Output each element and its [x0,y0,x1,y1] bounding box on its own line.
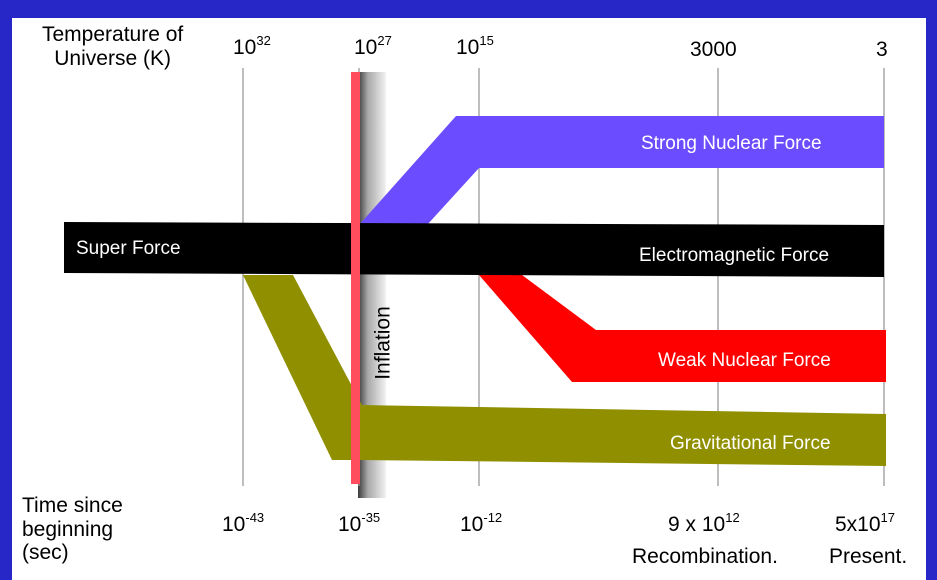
present-label: Present. [829,545,908,568]
super-force-label: Super Force [76,238,181,259]
time-axis-label: Time since beginning (sec) [22,494,123,565]
time-tick: 9 x 1012 [668,510,740,536]
time-tick: 10-12 [460,510,503,536]
time-tick: 10-35 [338,510,381,536]
inflation-line [351,72,360,484]
time-tick: 5x1017 [835,510,896,536]
weak-nuclear-force-band [479,275,886,382]
temperature-tick: 1032 [233,33,271,59]
temperature-tick: 1015 [456,33,494,59]
recombination-label: Recombination. [632,545,778,568]
temperature-tick: 3 [876,38,888,61]
electromagnetic-force-label: Electromagnetic Force [639,245,830,266]
gravitational-force-band [243,275,886,466]
strong-nuclear-force-band [359,116,884,225]
gravitational-force-label: Gravitational Force [670,433,831,454]
weak-nuclear-force-label: Weak Nuclear Force [658,350,831,371]
temperature-tick: 3000 [690,38,737,61]
temperature-axis-label: Temperature of Universe (K) [42,23,184,71]
diagram-panel [12,18,926,580]
electromagnetic-force-band [64,222,884,277]
time-tick: 10-43 [222,510,265,536]
inflation-label: Inflation [371,306,395,380]
temperature-tick: 1027 [354,33,392,59]
strong-nuclear-force-label: Strong Nuclear Force [641,133,822,154]
